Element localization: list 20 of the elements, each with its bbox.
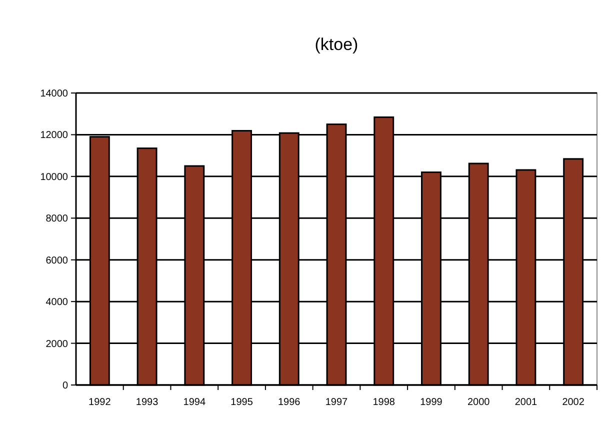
x-tick-label: 1993: [136, 397, 159, 408]
y-tick-label: 0: [62, 380, 68, 392]
y-tick-label: 14000: [40, 88, 68, 100]
y-tick-label: 8000: [46, 214, 68, 225]
x-tick-label: 1997: [325, 397, 348, 408]
y-tick-label: 6000: [46, 255, 68, 266]
x-tick-label: 1998: [372, 397, 396, 408]
y-tick-label: 10000: [40, 172, 68, 183]
x-tick-label: 1999: [420, 397, 443, 408]
x-tick-label: 2001: [514, 397, 538, 408]
x-tick-label: 1995: [230, 397, 254, 408]
x-tick-label: 1992: [88, 397, 112, 408]
y-tick-label: 4000: [46, 297, 68, 308]
x-tick-label: 2002: [562, 397, 585, 408]
chart-title: (ktoe): [314, 35, 358, 54]
y-tick-label: 2000: [46, 338, 68, 350]
y-tick-label: 12000: [40, 130, 68, 142]
x-tick-label: 1996: [278, 397, 301, 408]
x-tick-label: 2000: [467, 397, 490, 408]
x-tick-label: 1994: [183, 397, 206, 408]
